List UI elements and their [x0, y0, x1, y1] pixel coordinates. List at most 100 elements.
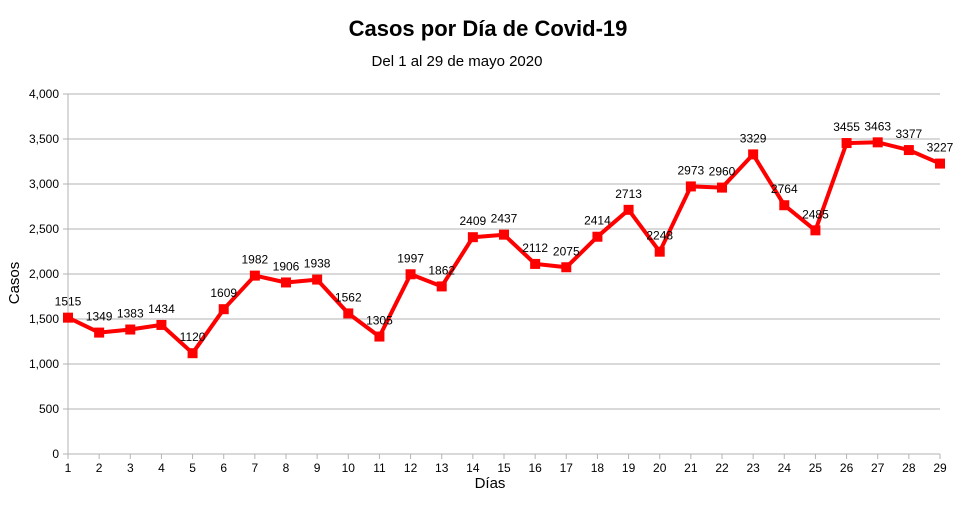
data-label: 1862: [428, 263, 455, 277]
data-label: 2764: [771, 182, 798, 196]
x-tick-label: 25: [809, 461, 823, 475]
data-point: [281, 277, 291, 288]
chart-title: Casos por Día de Covid-19: [348, 16, 628, 41]
data-label: 3329: [740, 131, 767, 145]
data-point: [436, 281, 447, 292]
data-label: 2713: [615, 187, 642, 201]
x-tick-label: 5: [189, 461, 196, 475]
y-tick-labels: 0 500 1,000 1,500 2,000 2,500 3,000 3,500 4,000: [29, 87, 59, 461]
y-axis-title: Casos: [6, 262, 23, 305]
x-tick-label: 26: [840, 461, 854, 475]
data-label: 3377: [896, 127, 923, 141]
series-line: [67, 140, 941, 356]
x-tick-label: 14: [466, 461, 480, 475]
x-tick-label: 29: [933, 461, 947, 475]
data-label: 1305: [366, 314, 393, 328]
x-tick-label: 15: [497, 461, 511, 475]
data-label: 2414: [584, 214, 611, 228]
x-tick-label: 22: [715, 461, 729, 475]
data-label: 1982: [242, 253, 269, 267]
y-tick-label: 0: [52, 447, 59, 461]
data-point: [312, 274, 323, 285]
x-tick-labels: 1 2 3 4 5 6 7 8 9 10 11 12 13 14 15 16 17 18 19 20 21 22 23 24 2…: [65, 461, 947, 475]
data-point: [592, 231, 603, 242]
data-label: 1938: [304, 257, 331, 271]
data-label: 2437: [491, 212, 518, 226]
x-tick-label: 12: [404, 461, 418, 475]
x-tick-label: 10: [342, 461, 356, 475]
data-point: [249, 270, 260, 281]
data-point: [187, 348, 198, 359]
data-label: 2075: [553, 244, 580, 258]
x-tick-label: 2: [96, 461, 103, 475]
x-tick-label: 20: [653, 461, 667, 475]
x-tick-label: 23: [746, 461, 760, 475]
data-point: [623, 204, 634, 215]
data-point: [935, 158, 945, 169]
data-label: 2960: [709, 165, 736, 179]
x-tick-label: 28: [902, 461, 916, 475]
data-point: [748, 149, 759, 160]
data-point: [779, 200, 790, 211]
data-point: [530, 258, 541, 269]
x-tick-label: 19: [622, 461, 636, 475]
data-point: [872, 137, 883, 148]
x-tick-label: 7: [252, 461, 259, 475]
data-point: [374, 331, 385, 342]
series-casos: [63, 137, 945, 359]
data-label: 2485: [802, 207, 829, 221]
data-point: [685, 181, 696, 192]
x-tick-label: 27: [871, 461, 885, 475]
data-point: [63, 312, 73, 323]
data-point: [125, 324, 136, 335]
data-point: [810, 225, 821, 236]
data-point: [218, 304, 229, 315]
y-tick-label: 2,000: [29, 267, 59, 281]
data-label: 1120: [180, 330, 206, 344]
x-tick-label: 11: [373, 461, 386, 475]
y-tick-label: 2,500: [29, 222, 59, 236]
data-point: [499, 229, 509, 240]
data-label: 1609: [210, 286, 237, 300]
data-label: 3227: [927, 141, 954, 155]
x-tick-label: 21: [684, 461, 698, 475]
x-tick-label: 6: [220, 461, 227, 475]
data-point: [405, 269, 416, 280]
y-tick-label: 3,500: [29, 132, 59, 146]
data-point: [903, 145, 914, 156]
x-axis-title: Días: [475, 475, 506, 492]
x-tick-label: 17: [560, 461, 574, 475]
data-labels: 1515 1349 1383 1434 1120 1609 1982 1906 1938 1562…: [55, 119, 954, 344]
y-tick-label: 1,500: [29, 312, 59, 326]
data-point: [94, 327, 105, 338]
data-point: [561, 262, 572, 273]
x-tick-label: 8: [283, 461, 290, 475]
data-point: [654, 246, 665, 257]
data-label: 3463: [864, 119, 891, 133]
x-tick-label: 4: [158, 461, 165, 475]
data-point: [156, 319, 167, 330]
data-label: 1349: [86, 310, 113, 324]
data-point: [717, 182, 727, 193]
x-tick-label: 3: [127, 461, 134, 475]
data-label: 1434: [148, 302, 175, 316]
data-label: 2248: [646, 229, 673, 243]
data-label: 2973: [678, 163, 705, 177]
x-tick-label: 18: [591, 461, 605, 475]
data-label: 1515: [55, 295, 82, 309]
data-point: [343, 308, 354, 319]
data-label: 2112: [522, 241, 548, 255]
y-tick-label: 4,000: [29, 87, 59, 101]
x-tick-label: 16: [528, 461, 542, 475]
y-tick-label: 500: [39, 402, 59, 416]
y-tick-label: 1,000: [29, 357, 59, 371]
data-point: [467, 232, 478, 243]
data-label: 1383: [117, 307, 144, 321]
y-tick-label: 3,000: [29, 177, 59, 191]
data-label: 2409: [460, 214, 487, 228]
x-tick-label: 13: [435, 461, 449, 475]
data-label: 3455: [833, 120, 860, 134]
gridlines: [68, 93, 940, 410]
data-point: [841, 138, 852, 149]
